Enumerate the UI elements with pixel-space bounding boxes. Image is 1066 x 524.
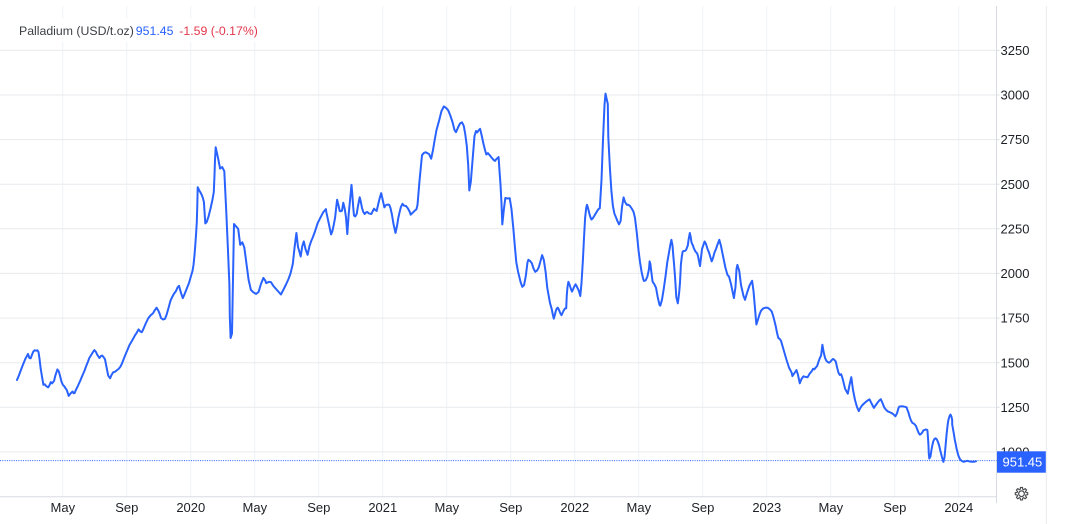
svg-text:May: May bbox=[435, 500, 460, 515]
svg-text:Sep: Sep bbox=[883, 500, 906, 515]
svg-text:May: May bbox=[51, 500, 76, 515]
svg-text:May: May bbox=[819, 500, 844, 515]
svg-text:May: May bbox=[627, 500, 652, 515]
svg-text:3250: 3250 bbox=[1001, 43, 1030, 58]
svg-text:2250: 2250 bbox=[1001, 221, 1030, 236]
svg-text:3000: 3000 bbox=[1001, 88, 1030, 103]
svg-text:May: May bbox=[243, 500, 268, 515]
svg-text:-1.59 (-0.17%): -1.59 (-0.17%) bbox=[179, 24, 258, 38]
svg-text:2750: 2750 bbox=[1001, 132, 1030, 147]
svg-text:Sep: Sep bbox=[691, 500, 714, 515]
svg-text:2023: 2023 bbox=[752, 500, 781, 515]
svg-text:951.45: 951.45 bbox=[1003, 454, 1043, 469]
svg-text:2020: 2020 bbox=[176, 500, 205, 515]
svg-text:2021: 2021 bbox=[368, 500, 397, 515]
svg-text:Palladium (USD/t.oz): Palladium (USD/t.oz) bbox=[19, 24, 134, 38]
svg-text:Sep: Sep bbox=[307, 500, 330, 515]
svg-text:1500: 1500 bbox=[1001, 355, 1030, 370]
svg-text:1250: 1250 bbox=[1001, 400, 1030, 415]
svg-text:Sep: Sep bbox=[115, 500, 138, 515]
svg-text:2024: 2024 bbox=[944, 500, 973, 515]
svg-text:2022: 2022 bbox=[560, 500, 589, 515]
svg-text:951.45: 951.45 bbox=[136, 24, 174, 38]
svg-text:2000: 2000 bbox=[1001, 266, 1030, 281]
svg-text:1750: 1750 bbox=[1001, 311, 1030, 326]
svg-text:Sep: Sep bbox=[499, 500, 522, 515]
svg-text:2500: 2500 bbox=[1001, 177, 1030, 192]
